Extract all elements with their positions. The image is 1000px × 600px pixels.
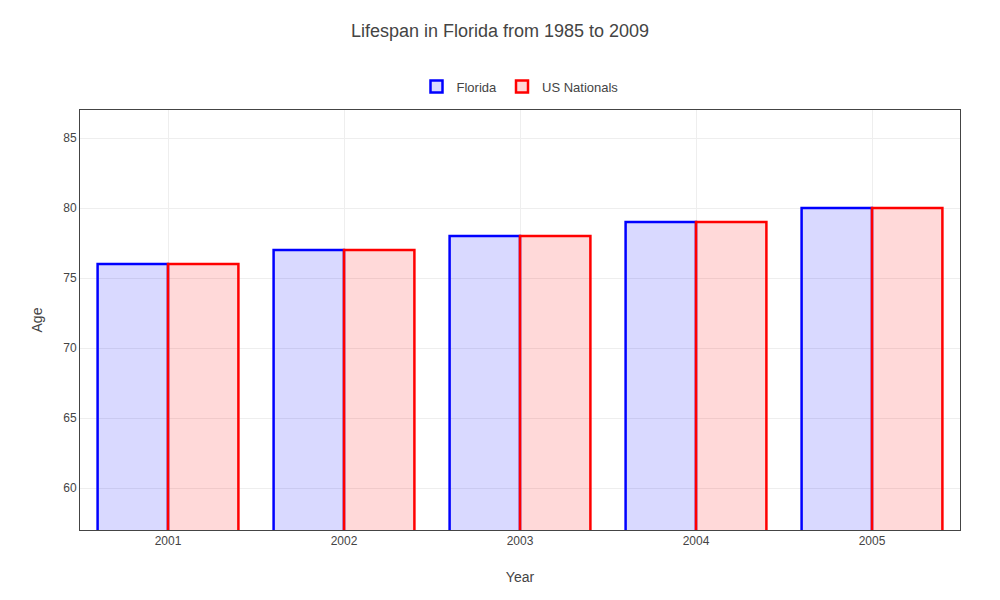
svg-text:US Nationals: US Nationals <box>542 80 618 95</box>
svg-text:Lifespan in Florida from 1985: Lifespan in Florida from 1985 to 2009 <box>351 21 649 41</box>
svg-text:Age: Age <box>29 307 45 332</box>
svg-text:2003: 2003 <box>507 534 534 548</box>
svg-text:75: 75 <box>63 271 77 285</box>
svg-text:Year: Year <box>506 569 535 585</box>
svg-text:2001: 2001 <box>155 534 182 548</box>
svg-text:85: 85 <box>63 131 77 145</box>
svg-text:2002: 2002 <box>331 534 358 548</box>
svg-text:Florida: Florida <box>457 80 498 95</box>
svg-text:2004: 2004 <box>683 534 710 548</box>
svg-text:60: 60 <box>63 481 77 495</box>
svg-text:80: 80 <box>63 201 77 215</box>
svg-text:65: 65 <box>63 411 77 425</box>
svg-text:2005: 2005 <box>859 534 886 548</box>
svg-text:70: 70 <box>63 341 77 355</box>
